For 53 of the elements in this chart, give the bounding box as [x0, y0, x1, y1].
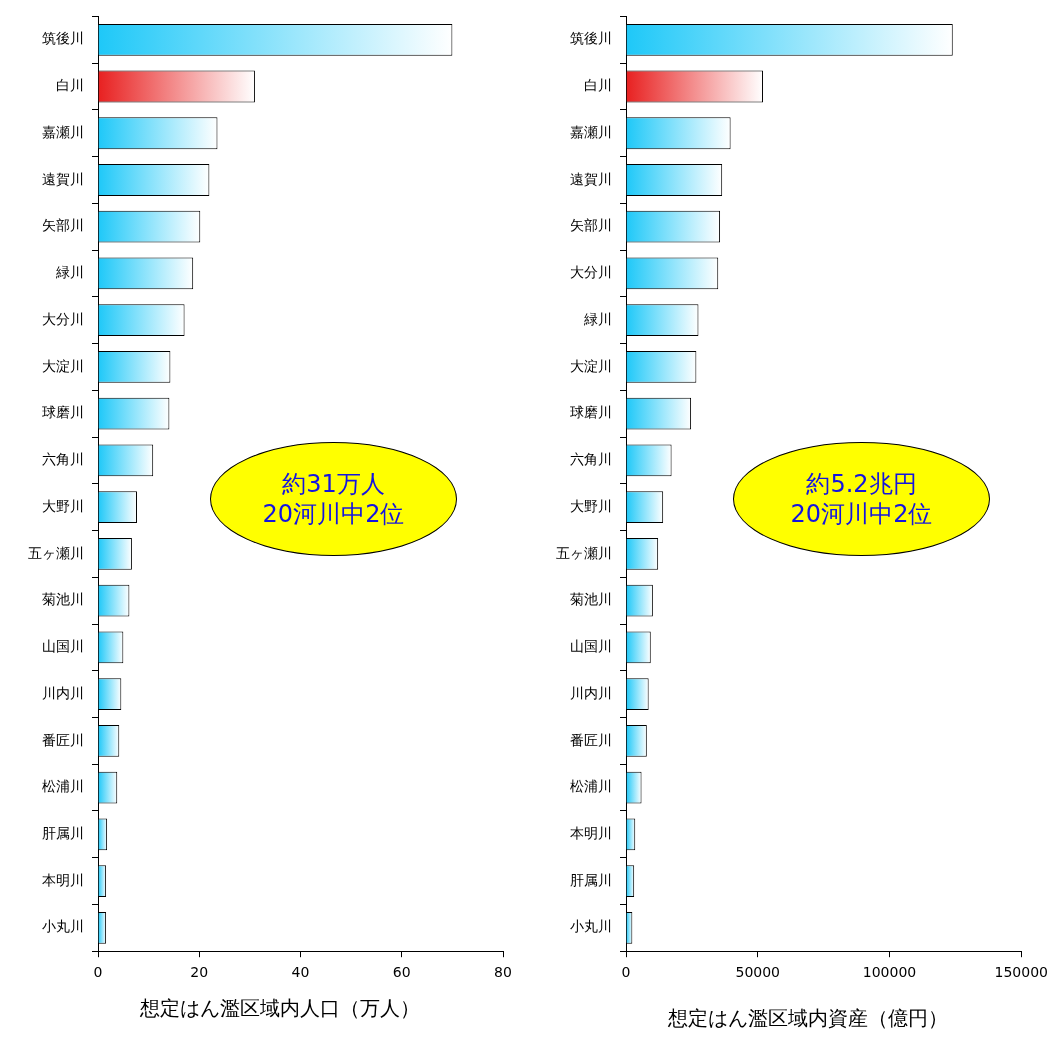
x-tick-label: 0 [621, 964, 631, 981]
y-tick-label: 六角川 [570, 451, 612, 468]
y-tick-label: 番匠川 [42, 731, 84, 748]
oval-callout: 約5.2兆円 20河川中2位 [733, 442, 990, 556]
y-tick-label: 川内川 [570, 684, 612, 701]
y-tick-label: 緑川 [55, 264, 84, 281]
y-tick-label: 大野川 [42, 497, 84, 514]
y-tick-label: 山国川 [42, 638, 84, 655]
y-tick-label: 大分川 [42, 310, 84, 327]
x-tick-label: 0 [93, 964, 103, 981]
y-tick-label: 松浦川 [570, 778, 612, 795]
y-tick-label: 白川 [584, 77, 612, 94]
y-tick-label: 嘉瀬川 [42, 123, 84, 140]
x-tick-label: 40 [291, 964, 310, 981]
y-tick-label: 肝属川 [570, 871, 612, 888]
y-tick-label: 五ヶ瀬川 [28, 544, 84, 561]
y-tick-label: 大淀川 [42, 357, 84, 374]
y-tick-label: 肝属川 [42, 824, 84, 841]
y-tick-label: 菊池川 [570, 591, 612, 608]
y-tick-label: 川内川 [42, 684, 84, 701]
x-tick-label: 80 [494, 964, 512, 981]
y-tick-label: 大淀川 [570, 357, 612, 374]
y-tick-label: 筑後川 [570, 30, 612, 47]
y-tick-label: 小丸川 [570, 918, 612, 935]
y-tick-label: 矢部川 [570, 217, 612, 234]
y-tick-label: 球磨川 [42, 404, 84, 421]
y-tick-label: 遠賀川 [42, 170, 84, 187]
x-tick-label: 60 [392, 964, 411, 981]
y-tick-label: 大野川 [570, 497, 612, 514]
y-tick-label: 緑川 [583, 310, 612, 327]
y-tick-label: 筑後川 [42, 30, 84, 47]
x-axis-title: 想定はん濫区域内人口（万人） [139, 995, 421, 1022]
y-tick-label: 番匠川 [570, 731, 612, 748]
y-tick-label: 球磨川 [570, 404, 612, 421]
y-tick-label: 六角川 [42, 451, 84, 468]
x-tick-label: 100000 [862, 964, 917, 981]
x-tick-label: 50000 [735, 964, 781, 981]
y-tick-label: 大分川 [570, 264, 612, 281]
y-tick-label: 松浦川 [42, 778, 84, 795]
y-tick-label: 白川 [56, 77, 84, 94]
y-tick-label: 遠賀川 [570, 170, 612, 187]
y-tick-label: 本明川 [42, 871, 84, 888]
y-tick-label: 矢部川 [42, 217, 84, 234]
x-tick-label: 20 [190, 964, 209, 981]
y-tick-label: 小丸川 [42, 918, 84, 935]
oval-callout: 約31万人 20河川中2位 [210, 442, 457, 556]
x-tick-label: 150000 [994, 964, 1048, 981]
y-tick-label: 菊池川 [42, 591, 84, 608]
y-tick-label: 本明川 [570, 824, 612, 841]
y-tick-label: 嘉瀬川 [570, 123, 612, 140]
y-tick-label: 山国川 [570, 638, 612, 655]
x-axis-title: 想定はん濫区域内資産（億円） [667, 1005, 949, 1032]
y-tick-label: 五ヶ瀬川 [556, 544, 612, 561]
